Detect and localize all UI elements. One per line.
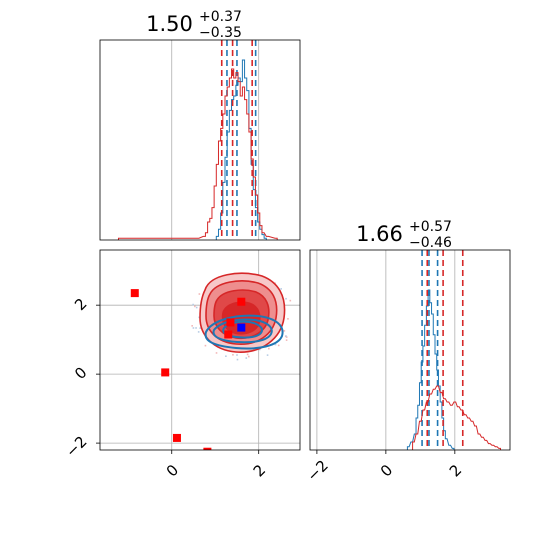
red-marker: [161, 368, 170, 377]
sample-dot: [197, 331, 200, 333]
sample-dot: [245, 357, 248, 359]
blue-marker: [237, 323, 246, 332]
sample-dot: [246, 353, 249, 356]
sample-dot: [192, 327, 195, 329]
red-marker: [130, 289, 139, 298]
panel-scatter-plot: [130, 272, 292, 450]
x-tick-label: 2: [250, 461, 269, 480]
sample-dot: [192, 303, 194, 306]
panel-hist-y-plot: [406, 250, 502, 450]
sample-dot: [232, 353, 234, 356]
sample-dot: [268, 347, 270, 350]
red-marker: [226, 318, 235, 327]
red-marker: [203, 447, 212, 450]
y-tick-label: 2: [71, 295, 90, 314]
sample-dot: [199, 327, 201, 329]
hist-y-title: 1.66 +0.57 −0.46: [356, 216, 457, 251]
x-tick-label: 0: [163, 461, 182, 480]
panel-hist-x-grid: [171, 40, 260, 240]
sample-dot: [225, 355, 227, 358]
panel-hist-y: −2 0 2 1.66 +0.57 −0.46: [303, 216, 511, 485]
panel-scatter-frame: [99, 249, 301, 451]
sample-dot: [283, 330, 286, 332]
y-tick-label: −2: [62, 432, 90, 460]
sample-dot: [266, 354, 269, 356]
histogram-series-1: [412, 385, 502, 450]
y-tick-label: 0: [71, 364, 90, 383]
sample-dot: [236, 354, 238, 356]
sample-dot: [204, 344, 207, 347]
sample-dot: [285, 297, 287, 300]
panel-hist-y-frame: [309, 249, 511, 451]
red-marker: [172, 433, 181, 442]
sample-dot: [195, 327, 197, 329]
panel-hist-y-ticks: −2 0 2: [303, 450, 465, 485]
red-marker: [237, 297, 246, 306]
sample-dot: [195, 306, 198, 309]
x-tick-label: −2: [303, 457, 331, 485]
sample-dot: [198, 293, 201, 295]
histogram-series-0: [406, 289, 455, 450]
sample-dot: [280, 288, 282, 290]
sample-dot: [191, 325, 193, 327]
histogram-series-1: [117, 68, 278, 240]
sample-dot: [236, 358, 239, 361]
histogram-series-0: [215, 59, 267, 240]
hist-x-title: 1.50 +0.37 −0.35: [146, 6, 247, 41]
sample-dot: [285, 335, 287, 337]
panel-hist-x: 1.50 +0.37 −0.35: [99, 6, 301, 241]
red-marker: [224, 330, 233, 339]
sample-dot: [289, 299, 292, 302]
sample-dot: [247, 355, 250, 358]
sample-dot: [274, 343, 277, 346]
sample-dot: [194, 305, 196, 308]
panel-hist-x-plot: [117, 40, 278, 240]
panel-hist-x-frame: [99, 39, 301, 241]
sample-dot: [277, 344, 280, 347]
blue-contour-mid: [212, 318, 273, 344]
scatter-points: [130, 289, 246, 450]
sample-dot: [287, 318, 289, 320]
sample-dot: [259, 348, 261, 351]
x-tick-label: 0: [377, 461, 396, 480]
x-tick-label: 2: [446, 461, 465, 480]
blue-contour-outer: [204, 314, 284, 350]
sample-dot: [285, 336, 288, 338]
sample-dot: [285, 339, 288, 341]
sample-dot: [215, 352, 218, 354]
panel-scatter-2d: 0 2 −2 0 2: [62, 249, 301, 480]
panel-hist-y-grid: [316, 250, 456, 450]
